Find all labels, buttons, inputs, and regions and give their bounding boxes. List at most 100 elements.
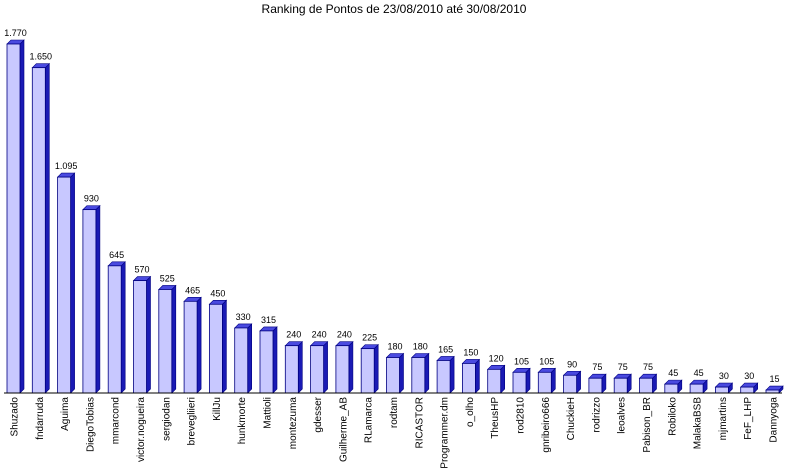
- data-label: 15: [769, 374, 779, 384]
- bar-front: [234, 327, 249, 394]
- bar-side: [70, 172, 75, 394]
- bar-side: [19, 39, 25, 394]
- tick-label: mjmartins: [718, 397, 729, 440]
- data-label: 180: [387, 342, 402, 352]
- tick-label: Aguima: [60, 397, 71, 431]
- bar-front: [360, 348, 375, 394]
- bar-front: [613, 377, 628, 394]
- bar-side: [146, 275, 151, 394]
- tick-label: rodtam: [389, 397, 400, 428]
- bar-side: [120, 261, 126, 394]
- tick-label: TheusHP: [490, 397, 501, 439]
- chart-title: Ranking de Pontos de 23/08/2010 até 30/0…: [261, 2, 527, 16]
- bar-front: [335, 345, 350, 394]
- tick-label: victor.nogueira: [136, 397, 147, 462]
- bar: [82, 204, 101, 394]
- bar-front: [6, 43, 21, 394]
- bar: [259, 326, 278, 394]
- bar-front: [310, 345, 325, 394]
- bar-front: [386, 357, 400, 394]
- tick-label: Guilherme_AB: [338, 397, 349, 462]
- bar-front: [57, 176, 71, 394]
- bar-front: [133, 280, 147, 394]
- bar-side: [44, 62, 50, 394]
- bar-side: [171, 284, 177, 394]
- tick-label: Dannyoga: [769, 397, 780, 443]
- tick-label: Pabison_BR: [642, 397, 653, 453]
- data-label: 150: [463, 347, 478, 357]
- data-label: 240: [286, 330, 301, 340]
- bar-side: [196, 296, 202, 394]
- bar-side: [222, 299, 227, 394]
- bar-side: [297, 340, 303, 394]
- tick-label: gnribeiro666: [541, 397, 552, 453]
- bar-front: [411, 357, 426, 394]
- bar-front: [31, 67, 46, 394]
- data-label: 30: [719, 371, 729, 381]
- bar: [208, 299, 228, 394]
- bar: [512, 367, 531, 394]
- bar-front: [487, 368, 502, 394]
- bar: [486, 364, 506, 394]
- bar: [436, 355, 455, 394]
- bar-front: [208, 303, 223, 394]
- bar-side: [373, 343, 379, 394]
- tick-label: Robiloko: [667, 397, 678, 436]
- bar: [461, 358, 481, 394]
- tick-label: KillJu: [212, 397, 223, 421]
- bar-side: [247, 323, 252, 394]
- value-labels-layer: 1.770 1.650 1.095 930 645 570 525 465 450 330 315 2…: [4, 28, 779, 384]
- tick-label: Mattioli: [263, 397, 274, 429]
- data-label: 240: [312, 330, 327, 340]
- bar: [31, 62, 51, 394]
- data-label: 450: [210, 288, 225, 298]
- bar: [689, 379, 708, 394]
- bar-side: [424, 352, 430, 394]
- data-label: 645: [109, 250, 124, 260]
- bar-front: [689, 383, 704, 394]
- tick-label: RICASTOR: [414, 397, 425, 449]
- data-label: 570: [134, 265, 149, 275]
- bar-side: [500, 364, 506, 394]
- tick-label: o_olho: [465, 397, 476, 427]
- bar-front: [537, 371, 552, 394]
- tick-label: montezuma: [288, 397, 299, 450]
- bar-front: [461, 363, 476, 394]
- tick-label: hunkmorte: [237, 397, 248, 445]
- tick-labels-layer: Shuzado fndarruda Aguima DiegoTobias mmarcon…: [10, 396, 780, 468]
- bar-side: [449, 355, 455, 394]
- bar: [385, 352, 405, 394]
- bar: [158, 284, 177, 394]
- tick-label: fndarruda: [35, 397, 46, 440]
- data-label: 465: [185, 285, 200, 295]
- data-label: 1.095: [55, 161, 78, 171]
- data-label: 75: [618, 362, 628, 372]
- tick-label: leoalves: [617, 397, 628, 434]
- tick-label: FeF_LHP: [743, 397, 754, 440]
- bar: [56, 172, 76, 394]
- data-label: 165: [438, 344, 453, 354]
- bar-front: [563, 374, 577, 394]
- bar: [765, 385, 784, 394]
- data-label: 930: [84, 194, 99, 204]
- tick-label: brevegliieri: [187, 397, 198, 445]
- bar-front: [664, 383, 679, 394]
- bar: [739, 382, 759, 394]
- bar: [588, 373, 607, 394]
- bar: [562, 370, 582, 394]
- tick-label: RLamarca: [364, 397, 375, 444]
- bar: [411, 352, 430, 394]
- bar-front: [639, 377, 653, 394]
- bar: [284, 340, 304, 394]
- data-label: 75: [643, 362, 653, 372]
- tick-label: DiegoTobias: [85, 397, 96, 452]
- bars-layer: [6, 39, 784, 394]
- data-label: 105: [514, 356, 529, 366]
- data-label: 1.770: [4, 28, 27, 38]
- bar-side: [399, 352, 404, 394]
- bar-side: [272, 326, 278, 394]
- tick-label: Shuzado: [10, 397, 21, 437]
- data-label: 30: [744, 371, 754, 381]
- tick-label: rodrizzo: [591, 397, 602, 433]
